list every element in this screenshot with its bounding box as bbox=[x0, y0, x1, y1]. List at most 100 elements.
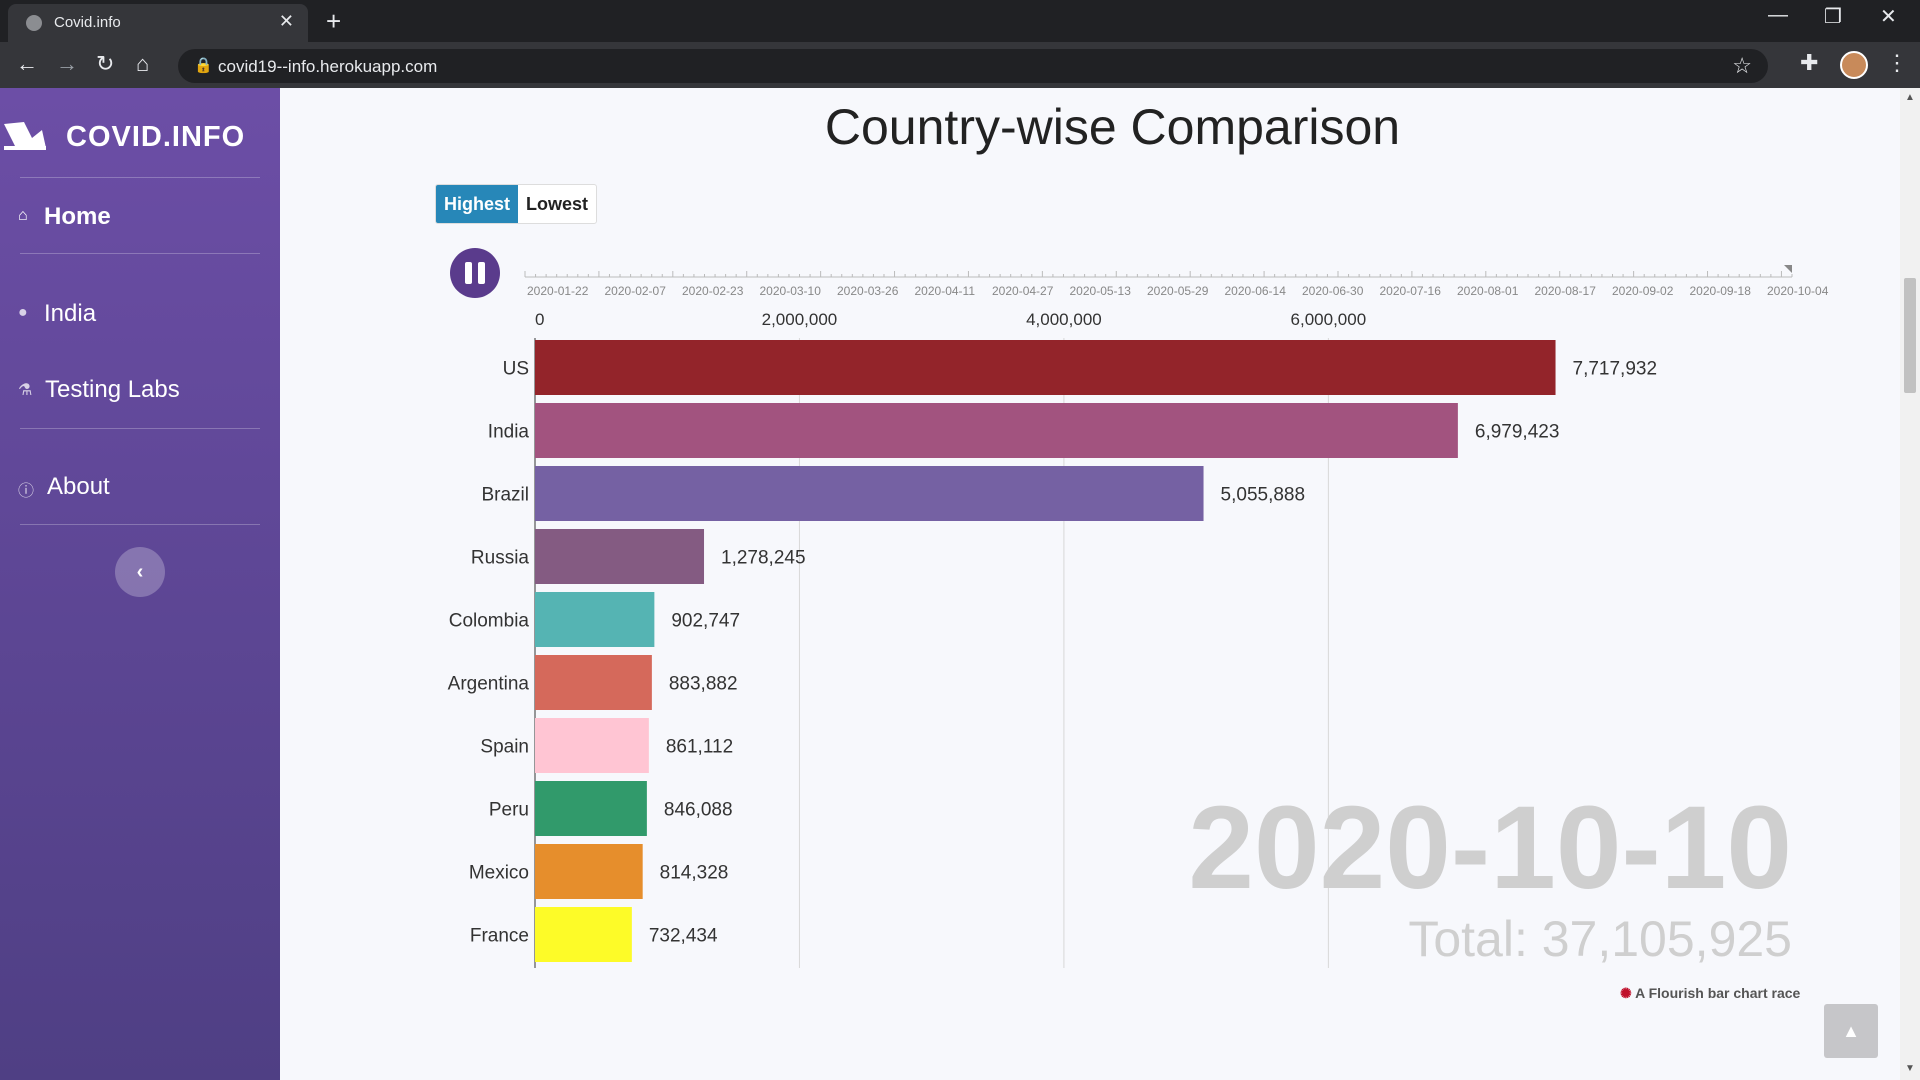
bar bbox=[535, 907, 632, 962]
x-tick-label: 6,000,000 bbox=[1291, 310, 1367, 329]
sidebar-item-about[interactable]: ⓘ About bbox=[18, 467, 268, 507]
collapse-sidebar-button[interactable]: ‹ bbox=[115, 547, 165, 597]
sidebar-item-home[interactable]: ⌂ Home bbox=[18, 197, 268, 237]
bar-chart-race: 2020-01-22 2020-02-07 2020-02-23 2020-03-10… bbox=[448, 248, 1829, 968]
brand-logo-icon bbox=[4, 122, 46, 150]
sidebar-item-label: India bbox=[44, 300, 97, 327]
bar bbox=[535, 466, 1204, 521]
scroll-thumb[interactable] bbox=[1904, 278, 1916, 393]
timeline-label: 2020-06-30 bbox=[1302, 284, 1364, 298]
bar-category-label: Colombia bbox=[449, 611, 530, 632]
timeline-label: 2020-07-16 bbox=[1380, 284, 1442, 298]
bar-value-label: 5,055,888 bbox=[1221, 485, 1306, 506]
timeline-label: 2020-10-04 bbox=[1767, 284, 1829, 298]
bookmark-star-icon[interactable]: ☆ bbox=[1732, 53, 1752, 78]
divider bbox=[20, 177, 260, 178]
window-close-icon[interactable]: ✕ bbox=[1880, 6, 1897, 28]
sidebar-item-label: Home bbox=[44, 203, 111, 230]
bar-value-label: 883,882 bbox=[669, 674, 738, 695]
lock-icon: 🔒 bbox=[194, 57, 213, 74]
reload-icon[interactable]: ↻ bbox=[96, 51, 115, 76]
bar-value-label: 814,328 bbox=[660, 863, 729, 884]
timeline-label: 2020-09-02 bbox=[1612, 284, 1674, 298]
current-date: 2020-10-10 bbox=[1188, 782, 1792, 914]
bar-category-label: France bbox=[470, 926, 529, 947]
flourish-credit[interactable]: ✺ A Flourish bar chart race bbox=[1620, 985, 1800, 1002]
main-content: Country-wise Comparison Highest Lowest 2… bbox=[280, 88, 1900, 1080]
sidebar-item-india[interactable]: ● India bbox=[18, 294, 268, 334]
home-icon: ⌂ bbox=[18, 207, 28, 224]
sidebar: COVID.INFO ⌂ Home ● India ⚗ Testing Labs… bbox=[0, 88, 280, 1080]
pause-button[interactable] bbox=[450, 248, 500, 298]
profile-avatar[interactable] bbox=[1840, 51, 1868, 79]
total-count: Total: 37,105,925 bbox=[1408, 911, 1792, 967]
page-title: Country-wise Comparison bbox=[824, 99, 1401, 155]
page-scrollbar[interactable]: ▲ ▼ bbox=[1900, 88, 1920, 1080]
divider bbox=[20, 253, 260, 254]
bar bbox=[535, 781, 647, 836]
timeline-label: 2020-03-26 bbox=[837, 284, 899, 298]
bar-category-label: US bbox=[503, 359, 529, 380]
lowest-button[interactable]: Lowest bbox=[526, 194, 589, 214]
bar bbox=[535, 529, 705, 584]
timeline-label: 2020-04-11 bbox=[915, 284, 976, 298]
sidebar-item-label: Testing Labs bbox=[45, 376, 180, 403]
url-text[interactable]: covid19--info.herokuapp.com bbox=[218, 57, 438, 76]
browser-tab[interactable]: Covid.info ✕ bbox=[8, 4, 308, 42]
forward-icon[interactable]: → bbox=[56, 51, 78, 76]
bar-category-label: Mexico bbox=[469, 863, 529, 884]
divider bbox=[20, 428, 260, 429]
timeline-label: 2020-01-22 bbox=[527, 284, 589, 298]
bar-category-label: Peru bbox=[489, 800, 529, 821]
bar-value-label: 902,747 bbox=[671, 611, 740, 632]
timeline-label: 2020-02-23 bbox=[682, 284, 744, 298]
new-tab-icon[interactable]: + bbox=[326, 6, 342, 36]
back-icon[interactable]: ← bbox=[16, 51, 38, 76]
timeline-label: 2020-05-13 bbox=[1070, 284, 1132, 298]
highest-button[interactable]: Highest bbox=[436, 185, 519, 223]
sidebar-item-label: About bbox=[47, 473, 110, 500]
timeline-label: 2020-02-07 bbox=[605, 284, 667, 298]
scroll-up-icon[interactable]: ▲ bbox=[1905, 92, 1915, 103]
bar bbox=[535, 655, 652, 710]
address-bar[interactable]: 🔒 covid19--info.herokuapp.com ☆ bbox=[178, 49, 1768, 83]
browser-toolbar: ← → ↻ ⌂ 🔒 covid19--info.herokuapp.com ☆ … bbox=[0, 42, 1920, 88]
bar-value-label: 7,717,932 bbox=[1573, 359, 1658, 380]
bar-value-label: 6,979,423 bbox=[1475, 422, 1560, 443]
bar-category-label: India bbox=[488, 422, 530, 443]
restore-icon[interactable]: ❐ bbox=[1824, 6, 1842, 28]
chevron-up-icon: ▲ bbox=[1842, 1021, 1860, 1041]
home-browser-icon[interactable]: ⌂ bbox=[136, 51, 150, 76]
bar bbox=[535, 844, 643, 899]
extensions-icon[interactable]: ✚ bbox=[1800, 50, 1819, 75]
bar bbox=[535, 340, 1556, 395]
bar bbox=[535, 403, 1458, 458]
bar-value-label: 846,088 bbox=[664, 800, 733, 821]
brand-name: COVID.INFO bbox=[66, 121, 246, 153]
bar-category-label: Brazil bbox=[481, 485, 529, 506]
scroll-to-top-button[interactable]: ▲ bbox=[1824, 1004, 1878, 1058]
info-icon: ⓘ bbox=[18, 483, 35, 500]
flourish-credit-text: A Flourish bar chart race bbox=[1635, 985, 1801, 1001]
close-tab-icon[interactable]: ✕ bbox=[278, 11, 294, 31]
brand[interactable]: COVID.INFO bbox=[0, 116, 280, 156]
x-tick-label: 4,000,000 bbox=[1026, 310, 1102, 329]
bar-value-label: 1,278,245 bbox=[721, 548, 806, 569]
timeline-label: 2020-09-18 bbox=[1690, 284, 1752, 298]
minimize-icon[interactable]: — bbox=[1768, 4, 1788, 26]
x-tick-label: 2,000,000 bbox=[762, 310, 838, 329]
menu-dots-icon[interactable]: ⋮ bbox=[1886, 50, 1908, 75]
globe-icon bbox=[26, 15, 42, 31]
scroll-down-icon[interactable]: ▼ bbox=[1905, 1063, 1915, 1074]
timeline-label: 2020-08-17 bbox=[1535, 284, 1597, 298]
sidebar-item-testing-labs[interactable]: ⚗ Testing Labs bbox=[18, 370, 268, 410]
bar bbox=[535, 718, 649, 773]
timeline-label: 2020-06-14 bbox=[1225, 284, 1287, 298]
sort-toggle: Highest Lowest bbox=[435, 184, 598, 224]
browser-tabstrip: Covid.info ✕ + — ❐ ✕ bbox=[0, 0, 1920, 42]
timeline-handle[interactable] bbox=[1784, 265, 1792, 273]
timeline-slider[interactable]: 2020-01-22 2020-02-07 2020-02-23 2020-03-10… bbox=[524, 265, 1829, 298]
map-marker-icon: ● bbox=[18, 304, 28, 321]
x-tick-label: 0 bbox=[535, 310, 544, 329]
flask-icon: ⚗ bbox=[18, 382, 33, 399]
